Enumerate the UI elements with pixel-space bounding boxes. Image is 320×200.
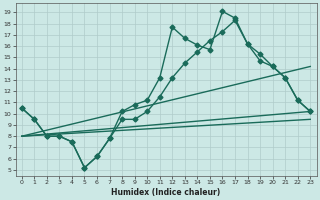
X-axis label: Humidex (Indice chaleur): Humidex (Indice chaleur): [111, 188, 221, 197]
